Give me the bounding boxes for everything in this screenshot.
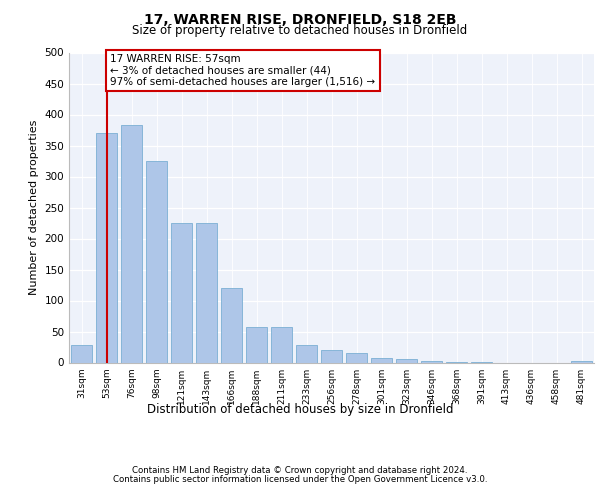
Bar: [371, 358, 392, 362]
Bar: [321, 350, 342, 362]
Bar: [296, 345, 317, 362]
Bar: [146, 161, 167, 362]
Bar: [246, 326, 267, 362]
Bar: [421, 360, 442, 362]
Bar: [71, 345, 92, 362]
Text: Size of property relative to detached houses in Dronfield: Size of property relative to detached ho…: [133, 24, 467, 37]
Bar: [171, 223, 192, 362]
Bar: [346, 353, 367, 362]
Text: Contains public sector information licensed under the Open Government Licence v3: Contains public sector information licen…: [113, 475, 487, 484]
Bar: [196, 223, 217, 362]
Text: 17, WARREN RISE, DRONFIELD, S18 2EB: 17, WARREN RISE, DRONFIELD, S18 2EB: [144, 12, 456, 26]
Text: Contains HM Land Registry data © Crown copyright and database right 2024.: Contains HM Land Registry data © Crown c…: [132, 466, 468, 475]
Text: 17 WARREN RISE: 57sqm
← 3% of detached houses are smaller (44)
97% of semi-detac: 17 WARREN RISE: 57sqm ← 3% of detached h…: [110, 54, 376, 87]
Bar: [271, 326, 292, 362]
Text: Distribution of detached houses by size in Dronfield: Distribution of detached houses by size …: [147, 402, 453, 415]
Bar: [396, 360, 417, 362]
Y-axis label: Number of detached properties: Number of detached properties: [29, 120, 39, 295]
Bar: [121, 125, 142, 362]
Bar: [221, 288, 242, 362]
Bar: [96, 133, 117, 362]
